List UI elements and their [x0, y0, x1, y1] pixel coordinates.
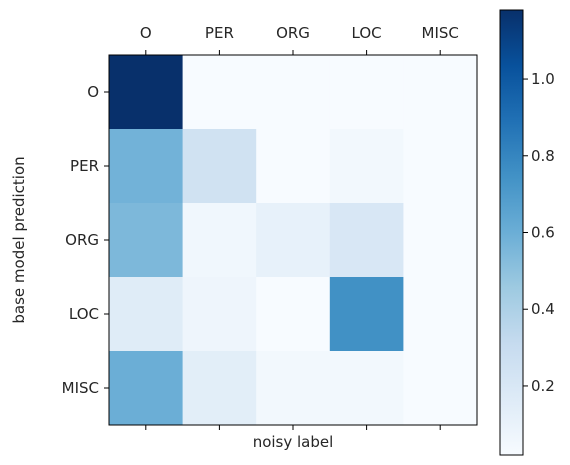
- colorbar-tick-label: 0.8: [531, 147, 555, 165]
- colorbar-tick-label: 0.6: [531, 224, 555, 242]
- x-tick-label: LOC: [352, 24, 382, 42]
- heatmap-cell: [403, 351, 478, 426]
- heatmap-cell: [329, 277, 404, 352]
- heatmap-cell: [182, 351, 257, 426]
- heatmap-cell: [329, 129, 404, 204]
- x-tick-labels: O PER ORG LOC MISC: [140, 24, 459, 430]
- heatmap-cell: [329, 203, 404, 278]
- colorbar-ticks: 0.2 0.4 0.6 0.8 1.0: [523, 70, 555, 395]
- x-tick-label: ORG: [276, 24, 310, 42]
- y-tick-label: O: [87, 83, 99, 101]
- heatmap-cell: [182, 277, 257, 352]
- heatmap-cell: [403, 203, 478, 278]
- colorbar-tick-label: 0.4: [531, 300, 555, 318]
- heatmap-cell: [403, 55, 478, 130]
- heatmap-cell: [109, 277, 184, 352]
- heatmap-cells: [109, 55, 478, 426]
- y-tick-label: MISC: [62, 379, 99, 397]
- y-tick-label: LOC: [69, 305, 99, 323]
- heatmap-cell: [256, 55, 331, 130]
- colorbar-tick-label: 0.2: [531, 377, 555, 395]
- heatmap-cell: [109, 129, 184, 204]
- colorbar-tick-label: 1.0: [531, 70, 555, 88]
- heatmap-cell: [256, 203, 331, 278]
- heatmap-cell: [256, 277, 331, 352]
- heatmap-cell: [182, 129, 257, 204]
- colorbar: [499, 9, 524, 456]
- heatmap-cell: [403, 277, 478, 352]
- y-tick-labels: O PER ORG LOC MISC: [62, 83, 109, 397]
- heatmap-cell: [256, 129, 331, 204]
- y-tick-label: PER: [70, 157, 99, 175]
- heatmap-cell: [109, 55, 184, 130]
- y-tick-label: ORG: [65, 231, 99, 249]
- heatmap-cell: [256, 351, 331, 426]
- heatmap-cell: [109, 351, 184, 426]
- heatmap-cell: [403, 129, 478, 204]
- heatmap-cell: [329, 55, 404, 130]
- y-axis-label: base model prediction: [10, 156, 28, 323]
- x-tick-label: O: [140, 24, 152, 42]
- x-tick-label: PER: [205, 24, 234, 42]
- x-axis-label: noisy label: [253, 433, 334, 451]
- heatmap-cell: [182, 203, 257, 278]
- heatmap-cell: [109, 203, 184, 278]
- heatmap-cell: [182, 55, 257, 130]
- heatmap-cell: [329, 351, 404, 426]
- x-tick-label: MISC: [422, 24, 459, 42]
